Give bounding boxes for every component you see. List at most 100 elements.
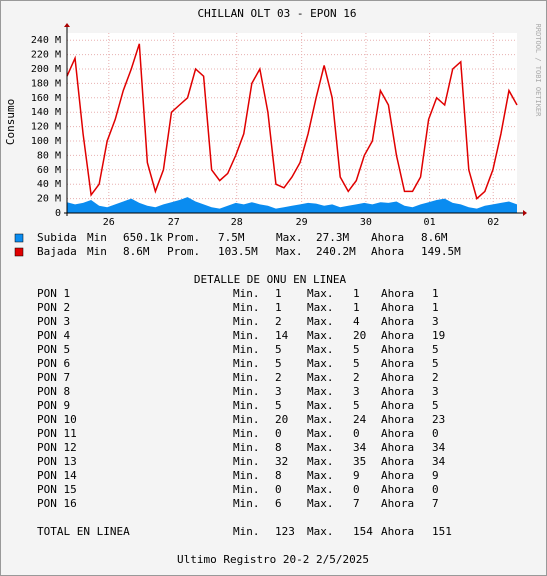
- max-value: 154: [353, 525, 373, 538]
- now-value: 2: [432, 371, 439, 384]
- now-value: 5: [432, 343, 439, 356]
- now-value: 151: [432, 525, 452, 538]
- min-label: Min.: [233, 301, 260, 314]
- min-value: 0: [275, 483, 282, 496]
- max-value: 0: [353, 483, 360, 496]
- now-value: 3: [432, 385, 439, 398]
- max-label: Max.: [307, 357, 334, 370]
- x-tick-label: 27: [168, 217, 180, 228]
- now-value: 5: [432, 357, 439, 370]
- max-label: Max.: [307, 413, 334, 426]
- max-label: Max.: [307, 469, 334, 482]
- min-label: Min.: [233, 343, 260, 356]
- arrow: [523, 210, 527, 216]
- now-label: Ahora: [381, 441, 414, 454]
- min-value: 0: [275, 427, 282, 440]
- y-tick-label: 160 M: [31, 93, 61, 104]
- max-value: 34: [353, 441, 367, 454]
- now-label: Ahora: [381, 483, 414, 496]
- x-tick-label: 02: [487, 217, 499, 228]
- max-label: Max.: [307, 385, 334, 398]
- max-label: Max.: [307, 371, 334, 384]
- y-tick-label: 200 M: [31, 64, 61, 75]
- min-value: 32: [275, 455, 288, 468]
- min-value: 5: [275, 357, 282, 370]
- max-label: Max.: [307, 315, 334, 328]
- stat-label: Prom.: [167, 231, 200, 244]
- y-tick-label: 240 M: [31, 35, 61, 46]
- footer: Ultimo Registro 20-2 2/5/2025: [177, 553, 369, 566]
- now-label: Ahora: [381, 357, 414, 370]
- now-value: 23: [432, 413, 445, 426]
- min-label: Min.: [233, 525, 260, 538]
- row-name: PON 1: [37, 287, 70, 300]
- row-name: TOTAL EN LINEA: [37, 525, 130, 538]
- x-tick-label: 26: [103, 217, 115, 228]
- max-value: 5: [353, 399, 360, 412]
- row-name: PON 7: [37, 371, 70, 384]
- min-value: 8: [275, 469, 282, 482]
- legend-swatch: [14, 233, 24, 243]
- now-value: 1: [432, 287, 439, 300]
- stat-value: 149.5M: [421, 245, 461, 258]
- max-label: Max.: [307, 525, 334, 538]
- max-value: 5: [353, 357, 360, 370]
- y-tick-label: 20 M: [37, 194, 61, 205]
- y-tick-label: 100 M: [31, 136, 61, 147]
- stat-value: 8.6M: [421, 231, 448, 244]
- row-name: PON 16: [37, 497, 77, 510]
- now-value: 7: [432, 497, 439, 510]
- detail-title: DETALLE DE ONU EN LINEA: [194, 273, 347, 286]
- stat-value: 27.3M: [316, 231, 349, 244]
- now-value: 34: [432, 455, 446, 468]
- min-label: Min.: [233, 441, 260, 454]
- stat-label: Ahora: [371, 231, 404, 244]
- stat-label: Max.: [276, 245, 303, 258]
- stat-label: Min: [87, 245, 107, 258]
- now-label: Ahora: [381, 399, 414, 412]
- now-label: Ahora: [381, 413, 414, 426]
- max-label: Max.: [307, 399, 334, 412]
- now-value: 9: [432, 469, 439, 482]
- row-name: PON 5: [37, 343, 70, 356]
- max-value: 1: [353, 287, 360, 300]
- now-label: Ahora: [381, 343, 414, 356]
- max-value: 1: [353, 301, 360, 314]
- min-value: 8: [275, 441, 282, 454]
- stat-value: 240.2M: [316, 245, 356, 258]
- min-label: Min.: [233, 357, 260, 370]
- min-label: Min.: [233, 497, 260, 510]
- stat-value: 650.1k: [123, 231, 163, 244]
- now-value: 0: [432, 427, 439, 440]
- min-label: Min.: [233, 427, 260, 440]
- y-tick-label: 140 M: [31, 107, 61, 118]
- max-label: Max.: [307, 343, 334, 356]
- min-value: 14: [275, 329, 289, 342]
- line: [66, 43, 518, 200]
- min-label: Min.: [233, 483, 260, 496]
- max-value: 0: [353, 427, 360, 440]
- row-name: PON 4: [37, 329, 70, 342]
- row-name: PON 11: [37, 427, 77, 440]
- now-value: 5: [432, 399, 439, 412]
- now-label: Ahora: [381, 469, 414, 482]
- min-value: 123: [275, 525, 295, 538]
- x-tick-label: 29: [296, 217, 308, 228]
- min-value: 1: [275, 287, 282, 300]
- min-value: 1: [275, 301, 282, 314]
- now-label: Ahora: [381, 329, 414, 342]
- y-tick-label: 120 M: [31, 122, 61, 133]
- y-tick-label: 80 M: [37, 150, 61, 161]
- y-tick-label: 220 M: [31, 50, 61, 61]
- max-value: 4: [353, 315, 360, 328]
- min-label: Min.: [233, 413, 260, 426]
- row-name: PON 10: [37, 413, 77, 426]
- now-value: 34: [432, 441, 446, 454]
- now-value: 1: [432, 301, 439, 314]
- now-label: Ahora: [381, 497, 414, 510]
- min-label: Min.: [233, 287, 260, 300]
- min-value: 2: [275, 371, 282, 384]
- max-label: Max.: [307, 329, 334, 342]
- now-label: Ahora: [381, 525, 414, 538]
